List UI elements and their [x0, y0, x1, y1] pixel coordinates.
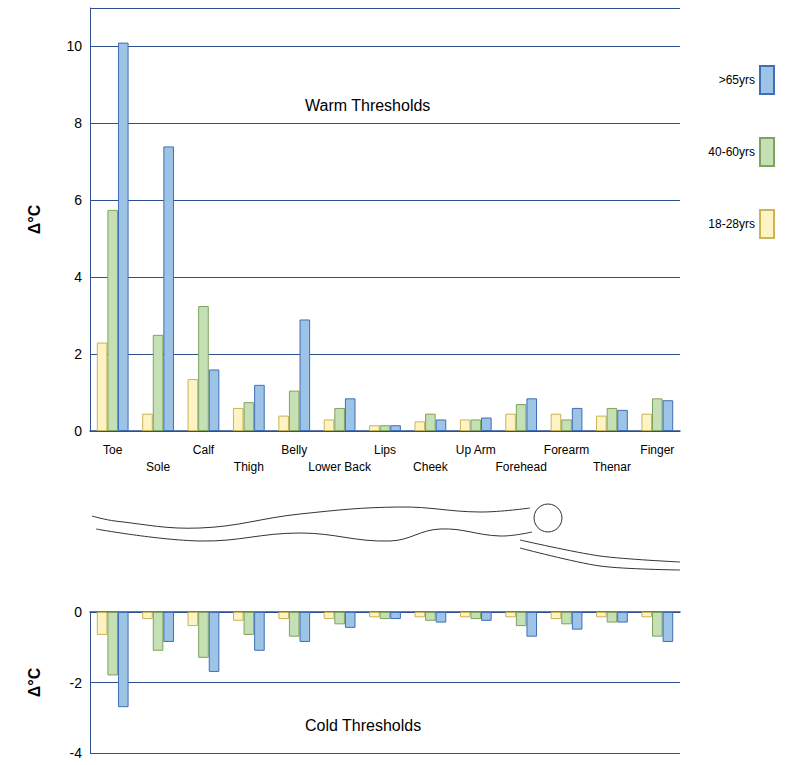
svg-text:4: 4 [74, 269, 82, 285]
svg-text:Toe: Toe [103, 443, 123, 457]
svg-text:10: 10 [66, 38, 82, 54]
svg-text:Calf: Calf [193, 443, 215, 457]
svg-text:0: 0 [74, 604, 82, 620]
svg-text:Δ°C: Δ°C [26, 204, 43, 234]
svg-text:Up Arm: Up Arm [456, 443, 496, 457]
svg-text:Finger: Finger [640, 443, 674, 457]
svg-text:Warm Thresholds: Warm Thresholds [305, 97, 430, 114]
svg-text:18-28yrs: 18-28yrs [708, 217, 755, 231]
svg-text:Forearm: Forearm [544, 443, 589, 457]
svg-text:Lips: Lips [374, 443, 396, 457]
svg-text:8: 8 [74, 115, 82, 131]
svg-text:-2: -2 [70, 675, 83, 691]
svg-text:-4: -4 [70, 745, 83, 761]
svg-text:Thigh: Thigh [234, 460, 264, 474]
svg-text:40-60yrs: 40-60yrs [708, 145, 755, 159]
svg-text:Lower Back: Lower Back [308, 460, 372, 474]
svg-text:Forehead: Forehead [495, 460, 546, 474]
svg-text:2: 2 [74, 346, 82, 362]
svg-text:Cheek: Cheek [413, 460, 449, 474]
svg-text:Sole: Sole [146, 460, 170, 474]
svg-text:Thenar: Thenar [593, 460, 631, 474]
svg-text:>65yrs: >65yrs [719, 73, 755, 87]
svg-text:Belly: Belly [281, 443, 307, 457]
svg-text:0: 0 [74, 423, 82, 439]
svg-text:Cold Thresholds: Cold Thresholds [305, 717, 421, 734]
svg-text:6: 6 [74, 192, 82, 208]
svg-text:Δ°C: Δ°C [26, 667, 43, 697]
